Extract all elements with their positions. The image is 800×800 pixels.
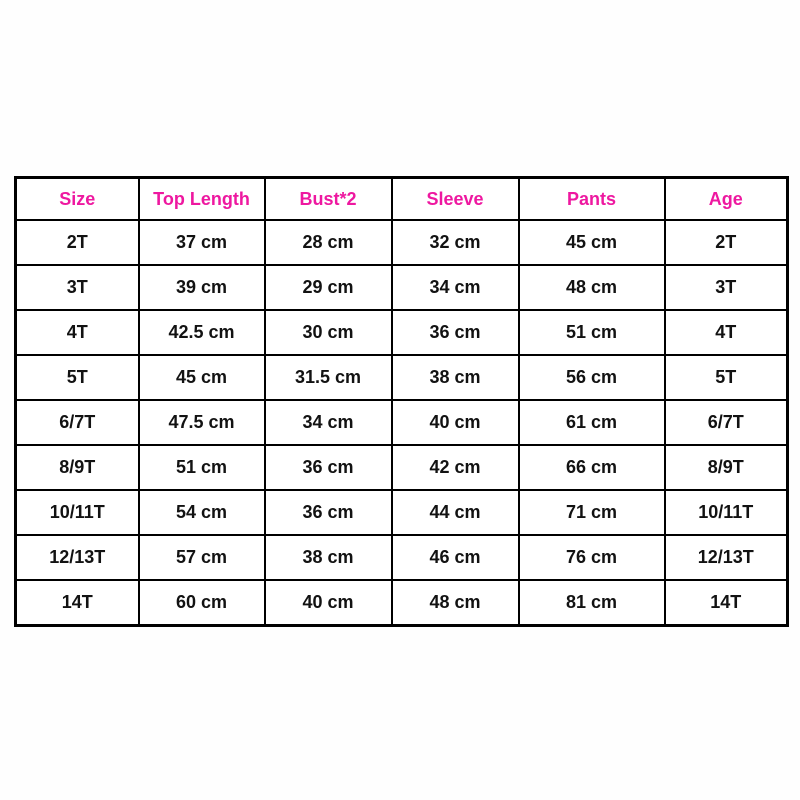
table-row: 12/13T 57 cm 38 cm 46 cm 76 cm 12/13T — [14, 534, 789, 581]
table-cell: 5T — [663, 354, 789, 401]
table-cell: 31.5 cm — [263, 354, 393, 401]
table-cell: 46 cm — [390, 534, 520, 581]
table-cell: 32 cm — [390, 219, 520, 266]
table-cell: 44 cm — [390, 489, 520, 536]
header-cell-bust: Bust*2 — [263, 176, 393, 221]
table-cell: 56 cm — [517, 354, 666, 401]
table-cell: 10/11T — [663, 489, 789, 536]
table-row: 10/11T 54 cm 36 cm 44 cm 71 cm 10/11T — [14, 489, 789, 536]
table-row: 14T 60 cm 40 cm 48 cm 81 cm 14T — [14, 579, 789, 627]
table-cell: 6/7T — [14, 399, 140, 446]
table-cell: 38 cm — [390, 354, 520, 401]
header-cell-size: Size — [14, 176, 140, 221]
table-cell: 37 cm — [137, 219, 266, 266]
table-cell: 12/13T — [663, 534, 789, 581]
table-cell: 45 cm — [517, 219, 666, 266]
table-cell: 38 cm — [263, 534, 393, 581]
header-row: Size Top Length Bust*2 Sleeve Pants Age — [14, 176, 789, 221]
table-cell: 39 cm — [137, 264, 266, 311]
header-cell-sleeve: Sleeve — [390, 176, 520, 221]
table-cell: 28 cm — [263, 219, 393, 266]
table-cell: 54 cm — [137, 489, 266, 536]
table-cell: 8/9T — [14, 444, 140, 491]
size-table-header: Size Top Length Bust*2 Sleeve Pants Age — [14, 176, 789, 221]
table-cell: 66 cm — [517, 444, 666, 491]
table-cell: 6/7T — [663, 399, 789, 446]
table-row: 2T 37 cm 28 cm 32 cm 45 cm 2T — [14, 219, 789, 266]
table-cell: 42.5 cm — [137, 309, 266, 356]
table-cell: 3T — [14, 264, 140, 311]
table-cell: 51 cm — [517, 309, 666, 356]
table-cell: 47.5 cm — [137, 399, 266, 446]
table-cell: 14T — [14, 579, 140, 627]
table-cell: 51 cm — [137, 444, 266, 491]
table-cell: 2T — [663, 219, 789, 266]
table-row: 6/7T 47.5 cm 34 cm 40 cm 61 cm 6/7T — [14, 399, 789, 446]
table-cell: 2T — [14, 219, 140, 266]
table-cell: 81 cm — [517, 579, 666, 627]
table-row: 5T 45 cm 31.5 cm 38 cm 56 cm 5T — [14, 354, 789, 401]
table-cell: 29 cm — [263, 264, 393, 311]
table-cell: 61 cm — [517, 399, 666, 446]
table-cell: 45 cm — [137, 354, 266, 401]
table-cell: 36 cm — [263, 444, 393, 491]
table-cell: 40 cm — [390, 399, 520, 446]
size-chart-table: Size Top Length Bust*2 Sleeve Pants Age … — [14, 176, 789, 627]
table-row: 3T 39 cm 29 cm 34 cm 48 cm 3T — [14, 264, 789, 311]
table-row: 4T 42.5 cm 30 cm 36 cm 51 cm 4T — [14, 309, 789, 356]
table-cell: 48 cm — [390, 579, 520, 627]
table-cell: 34 cm — [390, 264, 520, 311]
table-cell: 4T — [663, 309, 789, 356]
table-cell: 34 cm — [263, 399, 393, 446]
table-cell: 57 cm — [137, 534, 266, 581]
table-cell: 36 cm — [390, 309, 520, 356]
header-cell-age: Age — [663, 176, 789, 221]
table-cell: 30 cm — [263, 309, 393, 356]
table-cell: 36 cm — [263, 489, 393, 536]
table-cell: 71 cm — [517, 489, 666, 536]
table-cell: 40 cm — [263, 579, 393, 627]
table-cell: 76 cm — [517, 534, 666, 581]
table-cell: 4T — [14, 309, 140, 356]
table-cell: 8/9T — [663, 444, 789, 491]
size-table-body: 2T 37 cm 28 cm 32 cm 45 cm 2T 3T 39 cm 29 cm 34 c… — [14, 219, 789, 627]
table-cell: 10/11T — [14, 489, 140, 536]
header-cell-pants: Pants — [517, 176, 666, 221]
header-cell-top-length: Top Length — [137, 176, 266, 221]
table-cell: 14T — [663, 579, 789, 627]
table-cell: 3T — [663, 264, 789, 311]
table-cell: 42 cm — [390, 444, 520, 491]
table-cell: 48 cm — [517, 264, 666, 311]
table-cell: 60 cm — [137, 579, 266, 627]
table-cell: 12/13T — [14, 534, 140, 581]
table-row: 8/9T 51 cm 36 cm 42 cm 66 cm 8/9T — [14, 444, 789, 491]
table-cell: 5T — [14, 354, 140, 401]
